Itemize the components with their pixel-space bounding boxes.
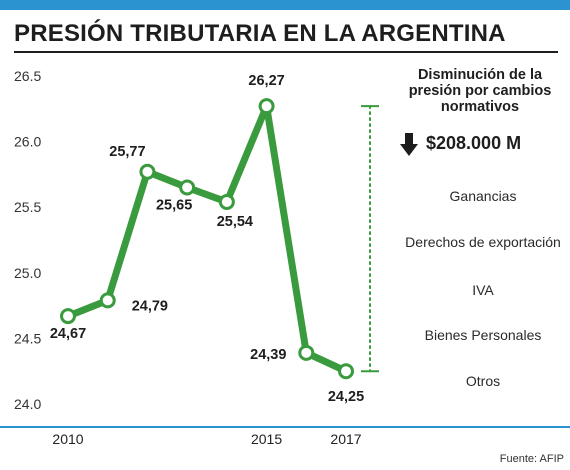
data-label: 24,25 <box>328 389 364 405</box>
reduction-amount: $208.000 M <box>426 133 522 153</box>
chart-title: PRESIÓN TRIBUTARIA EN LA ARGENTINA <box>14 20 506 47</box>
data-point <box>60 308 76 325</box>
title-underline <box>14 51 558 53</box>
panel-item-otros: Otros <box>465 373 501 389</box>
panel-item-iva: IVA <box>472 282 494 298</box>
data-label: 24,39 <box>250 347 286 363</box>
data-label: 24,67 <box>50 326 86 342</box>
x-tick-label: 2015 <box>251 431 282 447</box>
data-label: 25,65 <box>156 198 192 214</box>
bottom-rule <box>0 426 570 428</box>
y-tick-label: 26.0 <box>14 134 41 150</box>
y-tick-label: 24.5 <box>14 330 41 346</box>
data-point <box>99 292 116 309</box>
data-point <box>218 193 235 210</box>
panel-title: Disminución de la presión por cambios no… <box>408 67 552 115</box>
data-point <box>298 344 315 361</box>
data-label: 24,79 <box>132 298 168 314</box>
x-tick-label: 2010 <box>52 431 83 447</box>
series-line <box>64 102 350 375</box>
y-tick-label: 26.5 <box>14 68 41 84</box>
y-tick-label: 24.0 <box>14 396 41 412</box>
data-label: 26,27 <box>248 73 284 89</box>
panel-item-derechos-exportacion: Derechos de exportación <box>405 234 561 250</box>
data-point <box>139 163 156 180</box>
panel-item-ganancias: Ganancias <box>449 188 517 204</box>
source-note: Fuente: AFIP <box>499 453 564 465</box>
top-accent-bar <box>0 0 570 10</box>
data-label: 25,77 <box>109 144 145 160</box>
x-tick-label: 2017 <box>330 431 361 447</box>
data-point <box>179 179 196 196</box>
panel-item-bienes-personales: Bienes Personales <box>424 327 542 343</box>
data-point <box>338 363 354 380</box>
data-label: 25,54 <box>217 214 253 230</box>
data-point <box>258 98 275 115</box>
arrow-down-icon <box>400 133 418 156</box>
y-tick-label: 25.5 <box>14 199 41 215</box>
y-tick-label: 25.0 <box>14 265 41 281</box>
